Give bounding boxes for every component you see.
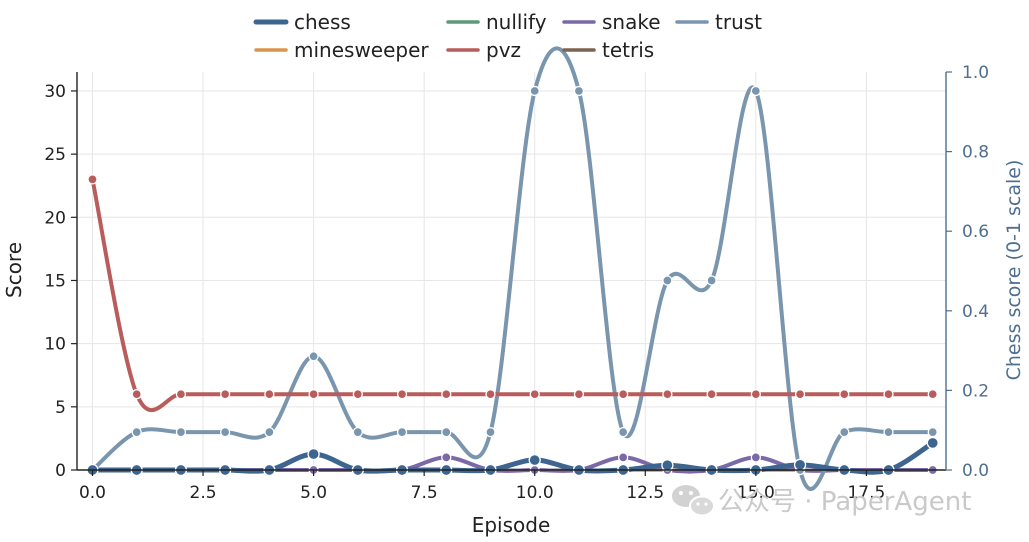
right-y-tick-label: 0.4 [962,302,989,322]
data-point-trust [618,426,629,438]
data-point-trust [839,426,850,438]
data-point-chess [307,447,320,461]
watermark-text: 公众号 · PaperAgent [718,487,971,517]
data-point-trust [529,85,540,97]
data-point-trust [441,426,452,438]
data-point-pvz [618,389,629,400]
data-point-pvz [87,174,98,185]
right-y-tick-label: 0.6 [962,222,989,242]
y-tick-label: 15 [44,271,66,291]
data-point-trust [308,351,319,362]
data-point-trust [927,426,938,438]
data-point-trust [175,426,187,438]
series-line-pvz [90,177,935,412]
series-pvz [87,174,938,412]
series-trust [87,46,938,491]
x-tick-label: 2.5 [190,483,217,503]
data-point-trust [883,426,894,438]
data-point-chess [793,458,807,471]
data-point-pvz [352,389,363,400]
legend-item-minesweeper: minesweeper [254,38,429,62]
data-point-chess [661,459,674,472]
legend-label-tetris: tetris [602,38,654,62]
y-axis-title: Score [2,242,26,298]
data-point-pvz [396,389,408,400]
data-point-pvz [308,389,319,400]
legend-item-trust: trust [675,10,762,34]
data-point-trust [750,85,761,97]
legend-label-trust: trust [715,10,762,34]
x-tick-label: 5.0 [300,483,327,503]
data-point-pvz [750,389,761,400]
legend: chess minesweeper nullify pvz snake tetris tru… [253,10,762,62]
data-point-pvz [220,389,231,400]
y-tick-label: 20 [44,208,66,228]
y-tick-label: 0 [55,461,66,481]
y-tick-label: 5 [55,398,66,418]
legend-item-tetris: tetris [562,38,654,62]
data-point-snake [618,452,629,463]
legend-label-chess: chess [294,10,351,34]
data-point-pvz [264,389,275,400]
right-y-tick-label: 0.8 [962,143,989,163]
data-point-trust [485,426,496,438]
x-tick-label: 10.0 [516,483,554,503]
data-point-chess [528,453,541,467]
data-point-trust [131,426,142,438]
data-point-pvz [662,389,673,400]
right-y-axis-title: Chess score (0-1 scale) [1003,160,1025,381]
legend-label-snake: snake [602,10,661,34]
data-point-snake [441,452,452,463]
data-point-pvz [883,389,894,400]
axes: 0.0 2.5 5.0 7.5 10.0 12.5 15.0 17.5 0 5 10 15 20 25 30… [44,63,989,503]
series-lines [86,46,939,491]
data-point-trust [662,275,673,286]
right-y-tick-label: 0.2 [962,381,989,401]
right-y-tick-label: 0.0 [962,461,989,481]
data-point-trust [220,426,231,438]
x-tick-label: 15.0 [737,483,775,503]
data-point-trust [264,426,275,438]
data-point-trust [352,426,363,438]
y-tick-label: 30 [44,82,66,102]
watermark: 公众号 · PaperAgent [672,485,971,517]
x-tick-label: 12.5 [626,483,664,503]
legend-item-nullify: nullify [446,10,547,34]
data-point-chess [926,436,939,450]
legend-label-pvz: pvz [486,38,521,62]
x-axis-title: Episode [472,513,551,537]
data-point-pvz [794,389,806,400]
data-point-pvz [441,389,452,400]
data-point-snake [750,452,761,463]
legend-label-minesweeper: minesweeper [294,38,429,62]
data-point-pvz [175,389,187,400]
data-point-pvz [706,389,717,400]
legend-item-pvz: pvz [446,38,521,62]
data-point-trust [573,85,585,97]
data-point-pvz [485,389,496,400]
data-point-pvz [927,389,938,400]
data-point-trust [396,426,408,438]
wechat-icon [672,485,715,517]
grid-lines [77,72,946,471]
data-point-pvz [839,389,850,400]
legend-item-chess: chess [253,10,351,34]
data-point-pvz [573,389,585,400]
legend-item-snake: snake [562,10,661,34]
x-tick-label: 17.5 [847,483,885,503]
series-line-chess [89,440,936,475]
series-line-trust [90,46,935,491]
x-tick-label: 0.0 [79,483,106,503]
x-tick-label: 7.5 [411,483,438,503]
right-y-tick-label: 1.0 [962,63,989,83]
data-point-pvz [529,389,540,400]
y-tick-label: 25 [44,145,66,165]
data-point-pvz [131,389,142,400]
y-tick-label: 10 [44,335,66,355]
legend-label-nullify: nullify [486,10,547,34]
data-point-trust [706,275,717,286]
